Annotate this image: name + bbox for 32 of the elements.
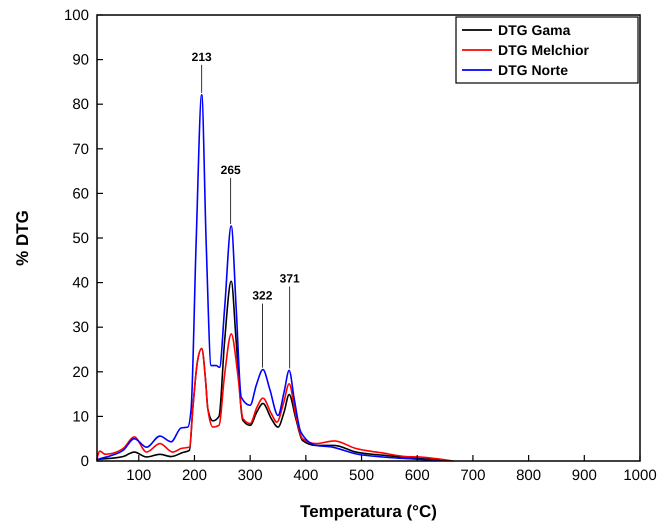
x-tick-label: 900 (572, 467, 597, 484)
legend-label: DTG Norte (498, 62, 568, 78)
x-tick-label: 500 (349, 467, 374, 484)
y-tick-label: 30 (72, 319, 89, 336)
x-tick-label: 800 (516, 467, 542, 484)
y-tick-label: 10 (72, 408, 89, 426)
annotation: 265 (220, 162, 241, 177)
x-tick-label: 300 (238, 467, 263, 484)
x-tick-label: 1000 (623, 467, 657, 484)
legend-label: DTG Gama (498, 22, 571, 38)
y-tick-label: 70 (72, 140, 89, 158)
y-tick-label: 20 (72, 364, 89, 381)
y-tick-label: 50 (72, 230, 89, 247)
x-tick-label: 400 (293, 467, 318, 484)
y-axis-title: % DTG (13, 210, 32, 266)
x-tick-label: 600 (404, 467, 430, 484)
y-tick-label: 40 (72, 274, 89, 292)
x-tick-label: 100 (126, 467, 152, 484)
annotation: 213 (192, 50, 212, 64)
y-tick-label: 0 (80, 453, 89, 470)
x-tick-label: 200 (182, 467, 207, 484)
legend-label: DTG Melchior (498, 42, 590, 58)
annotation: 322 (252, 288, 273, 303)
y-tick-label: 80 (72, 96, 89, 114)
y-tick-label: 90 (72, 52, 89, 69)
line-series (96, 333, 454, 462)
y-tick-label: 100 (64, 7, 89, 24)
line-series (96, 94, 440, 462)
x-tick-label: 700 (460, 467, 486, 484)
y-tick-label: 60 (72, 185, 89, 202)
annotation: 371 (280, 271, 300, 286)
x-axis-title: Temperatura (°C) (300, 502, 437, 521)
